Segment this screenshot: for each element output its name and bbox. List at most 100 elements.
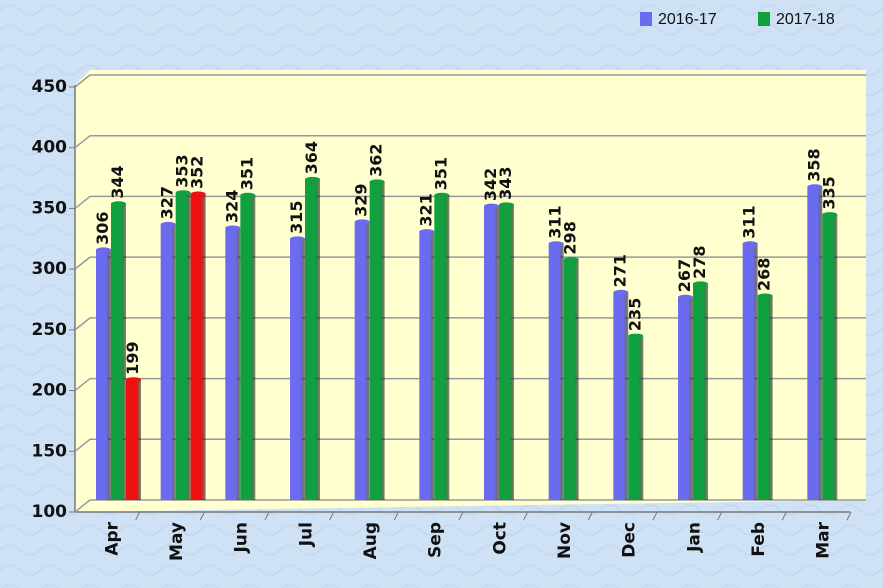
- data-label: 329: [352, 184, 371, 217]
- bar-cap: [613, 289, 629, 295]
- x-tick-label: Nov: [555, 522, 575, 559]
- bar-cap: [548, 241, 564, 247]
- bar-cap: [290, 236, 305, 242]
- bar-cap: [499, 202, 514, 208]
- x-tick: [199, 511, 205, 521]
- bar-cap: [419, 229, 435, 235]
- y-tick-label: 200: [32, 381, 68, 401]
- data-label: 327: [158, 186, 177, 219]
- bar: [190, 194, 206, 500]
- data-label: 199: [123, 341, 142, 374]
- bar-cap: [822, 212, 838, 218]
- data-label: 344: [108, 165, 127, 198]
- data-label: 278: [690, 245, 709, 278]
- bar: [240, 195, 256, 500]
- x-tick: [135, 511, 141, 521]
- bar-cap: [240, 192, 256, 198]
- x-tick: [652, 511, 658, 521]
- data-label: 298: [561, 221, 580, 254]
- bar-cap: [160, 221, 176, 227]
- x-tick: [717, 511, 723, 521]
- bar: [434, 195, 450, 500]
- bar: [757, 296, 773, 500]
- x-tick: [523, 511, 529, 521]
- data-label: 358: [804, 148, 823, 181]
- x-tick: [329, 511, 335, 521]
- x-tick: [393, 511, 399, 521]
- x-tick: [781, 511, 787, 521]
- bar: [548, 243, 564, 501]
- bar: [484, 206, 499, 500]
- data-label: 315: [287, 201, 306, 234]
- legend-swatch: [640, 12, 652, 26]
- plot-area: [75, 70, 866, 512]
- y-tick-label: 100: [32, 502, 68, 522]
- bar-cap: [693, 281, 708, 287]
- bar-cap: [757, 293, 773, 299]
- x-tick-label: Jun: [232, 522, 252, 554]
- bar-cap: [434, 192, 450, 198]
- data-label: 324: [222, 190, 241, 223]
- data-label: 235: [625, 298, 644, 331]
- data-label: 362: [367, 143, 386, 176]
- bar: [613, 292, 629, 500]
- x-tick: [587, 511, 593, 521]
- data-label: 335: [819, 176, 838, 209]
- x-tick: [264, 511, 270, 521]
- legend-label: 2016-17: [658, 11, 717, 28]
- grid-line: [74, 195, 91, 210]
- bar: [160, 224, 176, 500]
- bar: [96, 249, 111, 500]
- data-label: 311: [546, 205, 565, 238]
- y-tick-label: 300: [32, 259, 68, 279]
- x-tick-label: Mar: [814, 521, 834, 558]
- x-tick-label: Jul: [296, 522, 316, 547]
- bar: [175, 192, 191, 501]
- bar-cap: [126, 377, 141, 383]
- bar: [305, 179, 320, 500]
- y-tick-label: 450: [32, 77, 68, 97]
- x-tick-label: Oct: [490, 522, 510, 555]
- bar: [628, 336, 644, 500]
- y-tick-label: 400: [32, 138, 68, 158]
- bar-cap: [305, 176, 320, 182]
- data-label: 267: [675, 259, 694, 292]
- legend-swatch: [758, 12, 770, 26]
- bar-cap: [678, 294, 693, 300]
- bar-cap: [225, 225, 241, 231]
- bar: [290, 238, 305, 500]
- data-label: 268: [755, 258, 774, 291]
- x-tick: [846, 511, 852, 521]
- bar: [354, 221, 370, 500]
- bar: [742, 243, 758, 501]
- bar: [225, 228, 241, 500]
- bar-cap: [484, 203, 499, 209]
- x-tick-label: Apr: [102, 521, 122, 555]
- legend: 2016-17 2017-18: [640, 11, 835, 28]
- data-label: 343: [496, 167, 515, 200]
- data-label: 351: [237, 157, 256, 190]
- bar: [807, 186, 823, 500]
- grid-line: [74, 438, 91, 452]
- bar-cap: [190, 191, 206, 197]
- x-tick-label: Feb: [749, 522, 769, 557]
- bar-cap: [96, 247, 111, 253]
- bar: [678, 297, 693, 500]
- bar: [419, 231, 435, 500]
- bar: [111, 203, 126, 500]
- bar-cap: [354, 219, 370, 225]
- bar-cap: [742, 241, 758, 247]
- x-tick-label: Dec: [620, 522, 640, 558]
- y-tick-label: 150: [32, 441, 68, 461]
- bar: [126, 379, 141, 500]
- data-label: 364: [302, 141, 321, 174]
- grid-line: [74, 74, 91, 88]
- bar: [499, 204, 514, 500]
- data-label: 306: [93, 211, 112, 244]
- y-tick-label: 350: [32, 198, 68, 218]
- data-label: 342: [481, 168, 500, 201]
- bar: [822, 214, 838, 500]
- x-tick-label: Aug: [361, 522, 381, 559]
- bar-cap: [807, 184, 823, 190]
